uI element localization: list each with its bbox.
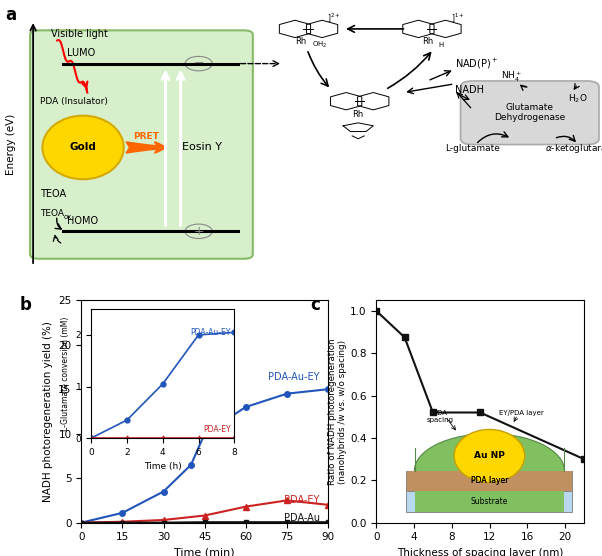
X-axis label: Time (min): Time (min) [175,548,235,556]
Text: HOMO: HOMO [67,216,99,226]
Text: Visible light: Visible light [51,29,108,39]
Text: a: a [5,6,16,24]
Text: c: c [310,296,320,314]
Text: H: H [438,42,444,48]
Text: Rh: Rh [422,37,433,46]
Text: +: + [193,225,204,238]
Text: PDA-Au: PDA-Au [284,513,320,523]
Text: OH$_2$: OH$_2$ [312,39,327,50]
Text: b: b [20,296,31,314]
Text: Rh: Rh [296,37,306,46]
Text: PDA-Au-EY: PDA-Au-EY [268,372,320,382]
Text: LUMO: LUMO [67,48,96,58]
Text: $\alpha$-ketoglutarate: $\alpha$-ketoglutarate [545,142,602,155]
Y-axis label: Ratio of NADH photoregeneration
(nanohybrids /w vs. w/o spacing): Ratio of NADH photoregeneration (nanohyb… [328,338,347,485]
Text: Rh: Rh [353,110,364,118]
Ellipse shape [42,116,124,179]
Y-axis label: NADH photoregeneration yield (%): NADH photoregeneration yield (%) [43,321,53,502]
Text: ]$^{1+}$: ]$^{1+}$ [451,12,464,26]
FancyBboxPatch shape [30,31,253,259]
Text: Eosin Y: Eosin Y [182,142,222,152]
Text: ]$^{2+}$: ]$^{2+}$ [327,12,341,26]
Text: PDA (Insulator): PDA (Insulator) [40,97,108,106]
FancyBboxPatch shape [461,81,599,145]
Text: PDA-EY: PDA-EY [285,495,320,505]
Text: Gold: Gold [70,142,96,152]
Text: PRET: PRET [133,132,158,141]
Text: TEOA: TEOA [40,210,64,219]
Text: NH$_4^+$: NH$_4^+$ [501,70,522,84]
Text: ox: ox [64,214,72,220]
Text: −: − [193,57,204,70]
Text: NAD(P)$^+$: NAD(P)$^+$ [455,57,498,71]
Text: Glutamate
Dehydrogenase: Glutamate Dehydrogenase [494,103,565,122]
Text: TEOA: TEOA [40,188,66,198]
X-axis label: Thickness of spacing layer (nm): Thickness of spacing layer (nm) [397,548,563,556]
Text: L-glutamate: L-glutamate [445,145,500,153]
Text: H$_2$O: H$_2$O [568,92,588,105]
Text: NADH: NADH [455,85,483,95]
Text: Energy (eV): Energy (eV) [6,114,16,175]
